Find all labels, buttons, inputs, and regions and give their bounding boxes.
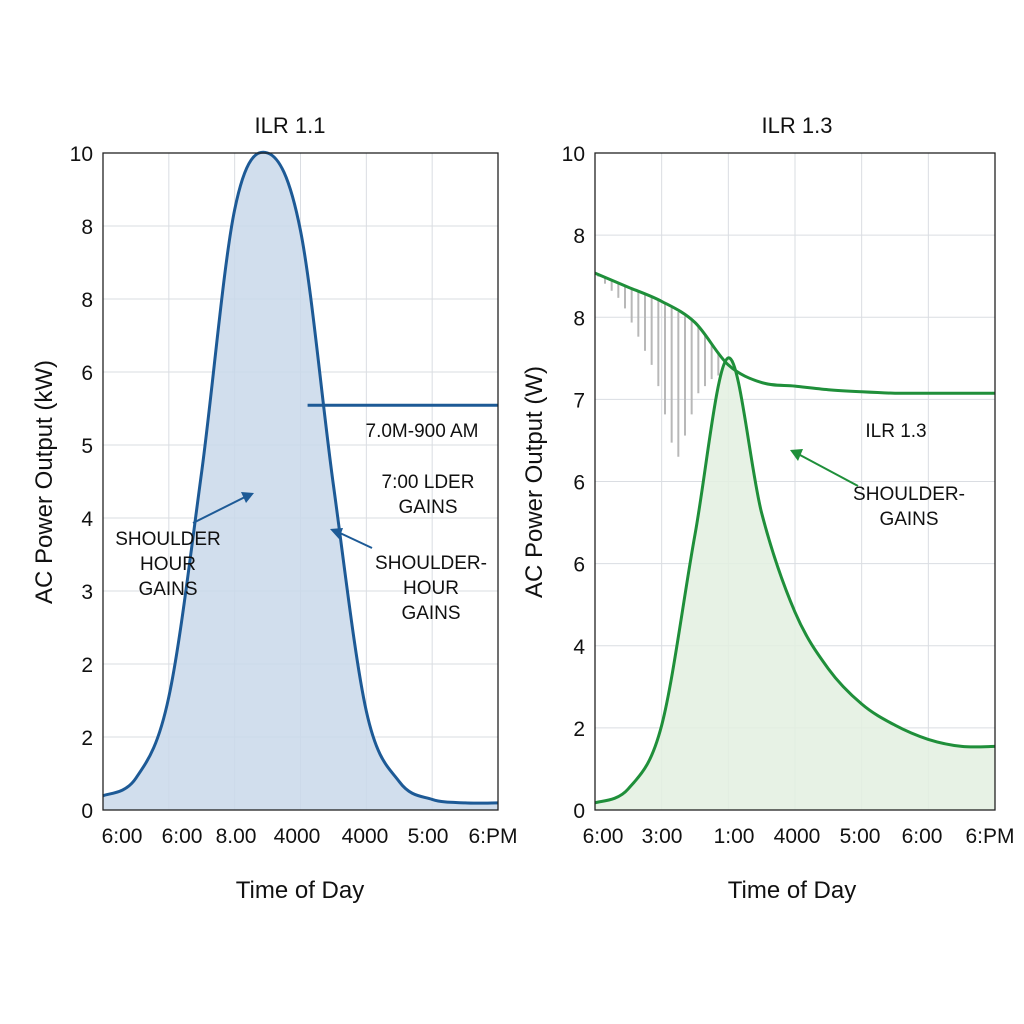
y-tick-label: 7 [573, 389, 585, 412]
y-tick-label: 0 [81, 800, 93, 823]
right-plot-frame [594, 152, 996, 811]
y-tick-label: 2 [81, 654, 93, 677]
left-x-axis-title: Time of Day [236, 877, 364, 904]
y-tick-label: 3 [81, 581, 93, 604]
x-tick-label: 8.00 [216, 825, 257, 848]
annotation-text: GAINS [398, 497, 457, 518]
annotation-text: HOUR [140, 554, 196, 575]
left-chart-title: ILR 1.1 [255, 113, 326, 138]
y-tick-label: 10 [70, 143, 93, 166]
x-tick-label: 6:00 [102, 825, 143, 848]
x-tick-label: 6:PM [965, 825, 1014, 848]
y-tick-label: 10 [562, 143, 585, 166]
right-x-axis-title: Time of Day [728, 877, 856, 904]
left-power-curve [102, 150, 499, 805]
left-area-fill [103, 152, 498, 811]
left-plot-frame [102, 152, 499, 811]
right-power-curve [594, 356, 996, 805]
left-arrow-1 [192, 496, 246, 524]
y-tick-label: 2 [573, 718, 585, 741]
y-tick-label: 6 [573, 554, 585, 577]
left-y-axis-title: AC Power Output (kW) [31, 360, 58, 604]
right-arrow [799, 454, 859, 487]
y-tick-label: 8 [573, 225, 585, 248]
x-tick-label: 1:00 [714, 825, 755, 848]
annotation-text: GAINS [401, 603, 460, 624]
x-tick-label: 4000 [774, 825, 821, 848]
left-annotations: 7:00 LDER GAINS SHOULDER HOUR GAINS SHOULDER-… [115, 472, 487, 624]
y-tick-label: 5 [81, 435, 93, 458]
y-tick-label: 6 [573, 472, 585, 495]
chart-left: 0 2 2 3 4 5 6 8 8 10 6:00 6:00 8.00 4000 4000 5:00 6:PM… [31, 113, 518, 904]
right-y-axis-title: AC Power Output (W) [521, 366, 548, 598]
x-tick-label: 5:00 [408, 825, 449, 848]
left-arrowhead-1 [241, 492, 254, 503]
annotation-text: SHOULDER- [853, 484, 965, 505]
y-tick-label: 8 [81, 289, 93, 312]
x-tick-label: 3:00 [642, 825, 683, 848]
right-clipped-curve [594, 271, 995, 395]
y-tick-label: 6 [81, 362, 93, 385]
left-threshold-label: 7.0M-900 AM [366, 421, 479, 442]
annotation-text: ILR 1.3 [865, 421, 926, 442]
y-tick-label: 4 [81, 508, 93, 531]
x-tick-label: 4000 [274, 825, 321, 848]
annotation-text: SHOULDER- [375, 553, 487, 574]
x-tick-label: 6:00 [583, 825, 624, 848]
x-tick-label: 6:00 [162, 825, 203, 848]
y-tick-label: 8 [81, 216, 93, 239]
left-arrowhead-2 [330, 528, 343, 539]
right-annotations: ILR 1.3 SHOULDER- GAINS [853, 421, 965, 530]
annotation-text: GAINS [138, 579, 197, 600]
y-tick-label: 0 [573, 800, 585, 823]
right-chart-title: ILR 1.3 [762, 113, 833, 138]
annotation-text: 7:00 LDER [382, 472, 475, 493]
x-tick-label: 4000 [342, 825, 389, 848]
left-arrow-2 [339, 532, 373, 549]
x-tick-label: 6:PM [468, 825, 517, 848]
right-x-tick-labels: 6:00 3:00 1:00 4000 5:00 6:00 6:PM [583, 825, 1015, 848]
left-x-tick-labels: 6:00 6:00 8.00 4000 4000 5:00 6:PM [102, 825, 518, 848]
right-arrowhead [790, 449, 803, 461]
right-y-tick-labels: 0 2 4 6 6 7 8 8 10 [562, 143, 586, 823]
y-tick-label: 8 [573, 307, 585, 330]
right-clipping-bars [597, 274, 720, 457]
left-annotation-arrows [192, 492, 373, 549]
y-tick-label: 2 [81, 727, 93, 750]
annotation-text: SHOULDER [115, 529, 221, 550]
annotation-text: GAINS [879, 509, 938, 530]
left-y-tick-labels: 0 2 2 3 4 5 6 8 8 10 [70, 143, 94, 823]
right-area-fill [595, 357, 995, 810]
right-annotation-arrow [790, 449, 859, 487]
x-tick-label: 6:00 [902, 825, 943, 848]
y-tick-label: 4 [573, 636, 585, 659]
annotation-text: HOUR [403, 578, 459, 599]
x-tick-label: 5:00 [840, 825, 881, 848]
